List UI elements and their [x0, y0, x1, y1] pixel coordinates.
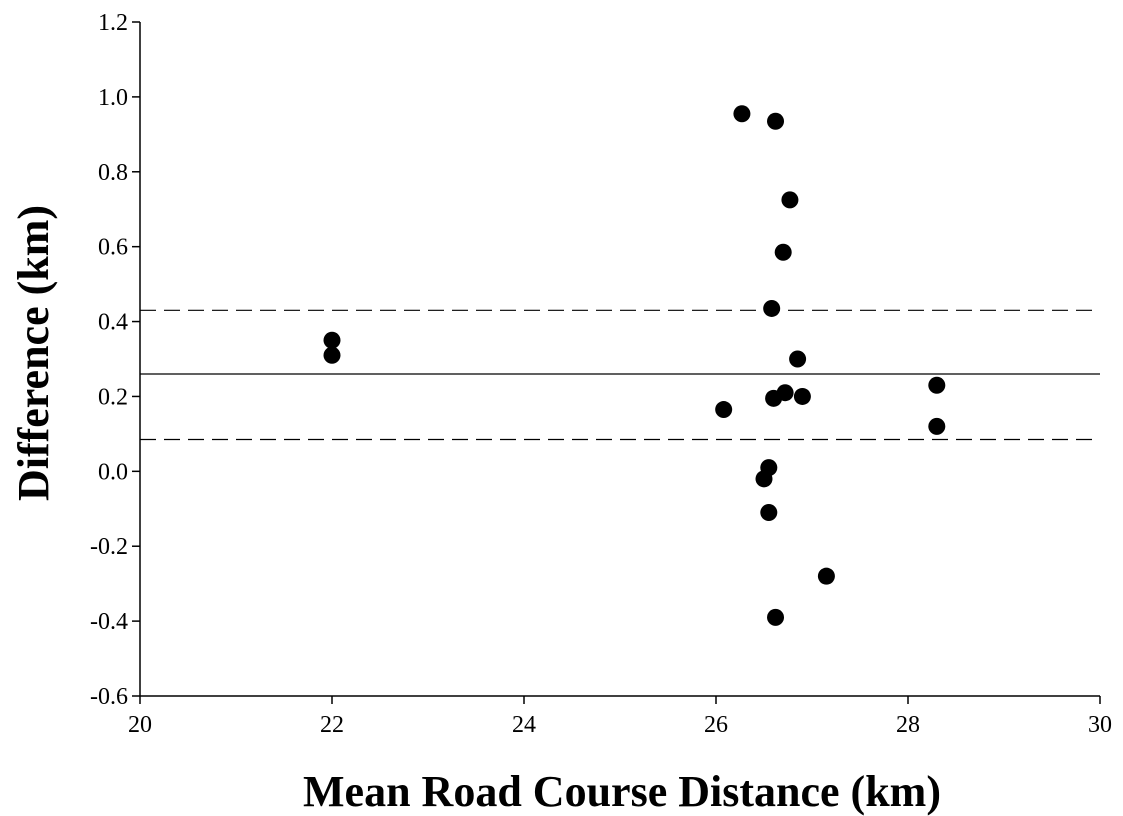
data-point [767, 608, 785, 626]
y-tick-label: 0.4 [98, 310, 128, 336]
y-tick-label: -0.2 [90, 534, 128, 560]
data-point [928, 376, 946, 394]
data-point [774, 243, 792, 261]
data-point [323, 346, 341, 364]
data-point [789, 350, 807, 368]
data-point [763, 299, 781, 317]
y-tick-label: 1.2 [98, 10, 128, 36]
reference-lines [140, 309, 1100, 441]
y-tick-label: 0.6 [98, 235, 128, 261]
y-axis-title: Difference (km) [9, 205, 58, 501]
y-tick-label: -0.6 [90, 684, 128, 710]
data-point [760, 459, 778, 477]
x-tick-label: 30 [1088, 712, 1112, 738]
data-point [733, 105, 751, 123]
x-axis-title: Mean Road Course Distance (km) [303, 767, 941, 816]
x-axis-ticks: 20 22 24 26 28 30 [128, 696, 1112, 738]
data-point [928, 417, 946, 435]
data-point [793, 387, 811, 405]
x-tick-label: 28 [896, 712, 920, 738]
x-tick-label: 20 [128, 712, 152, 738]
data-point [760, 504, 778, 522]
axes [139, 22, 1100, 697]
data-points [323, 105, 946, 626]
y-axis-ticks: -0.6 -0.4 -0.2 0.0 0.2 0.4 0.6 0.8 1.0 1.2 [90, 10, 140, 710]
y-tick-label: 0.2 [98, 384, 128, 410]
data-point [781, 191, 799, 209]
y-tick-label: 1.0 [98, 85, 128, 111]
x-tick-label: 24 [512, 712, 536, 738]
x-tick-label: 26 [704, 712, 728, 738]
data-point [817, 567, 835, 585]
y-tick-label: -0.4 [90, 609, 128, 635]
data-point [767, 112, 785, 130]
y-tick-label: 0.8 [98, 160, 128, 186]
y-tick-label: 0.0 [98, 459, 128, 485]
data-point [715, 401, 733, 419]
data-point [776, 384, 794, 402]
data-point [323, 331, 341, 349]
x-tick-label: 22 [320, 712, 344, 738]
